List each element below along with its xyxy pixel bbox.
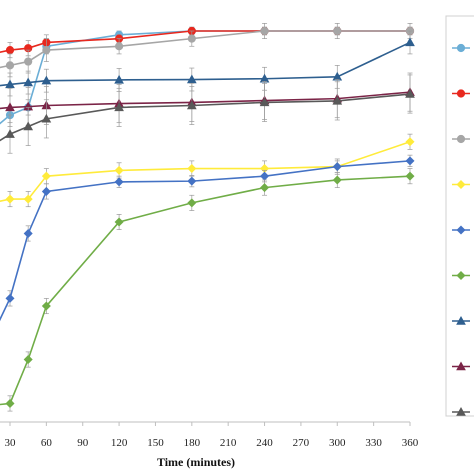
series-3 [0, 23, 415, 78]
legend-swatch-marker [456, 43, 466, 53]
data-point [260, 26, 269, 36]
data-point [114, 42, 124, 51]
legend-swatch-marker [456, 134, 466, 144]
data-point [260, 171, 270, 181]
data-point [187, 34, 196, 43]
x-tick-label: 240 [256, 437, 273, 449]
x-tick-label: 90 [77, 437, 89, 449]
data-point [23, 228, 33, 238]
data-point [405, 89, 415, 98]
data-point [41, 186, 51, 196]
data-point [42, 46, 51, 55]
data-point [41, 301, 51, 311]
data-point [405, 171, 415, 181]
data-point [260, 183, 270, 193]
legend-swatch-marker [456, 225, 466, 235]
series-9 [0, 74, 415, 154]
x-tick-label: 300 [329, 437, 346, 449]
legend-box [445, 15, 474, 417]
x-tick-labels: 30 60 90 120 150 180 210 240 270 300 330 360 [5, 422, 419, 449]
data-point [332, 162, 342, 172]
data-point [187, 176, 197, 186]
legend-swatch-marker [456, 315, 466, 325]
series-4 [0, 133, 415, 208]
legend [445, 15, 474, 417]
data-point [259, 97, 270, 107]
x-tick-label: 360 [402, 437, 419, 449]
x-tick-label: 210 [220, 437, 237, 449]
legend-swatch-marker [456, 179, 466, 190]
data-point [41, 171, 51, 181]
series-line [0, 160, 411, 322]
data-point [332, 175, 342, 185]
data-point [23, 121, 34, 131]
data-point [114, 165, 124, 175]
series-1 [0, 26, 415, 125]
legend-swatch-marker [456, 270, 466, 281]
series-line [0, 141, 411, 202]
data-point [5, 194, 15, 204]
series-line [0, 93, 411, 142]
series-line [0, 175, 411, 406]
x-tick-label: 180 [184, 437, 201, 449]
x-axis-title: Time (minutes) [157, 455, 235, 469]
series-2 [0, 26, 415, 59]
data-point [5, 79, 15, 89]
series-8 [0, 72, 415, 127]
x-tick-label: 150 [147, 437, 164, 449]
x-tick-label: 60 [41, 437, 53, 449]
data-point [332, 95, 343, 105]
legend-swatch-marker [456, 406, 466, 416]
series-7 [0, 30, 415, 97]
data-point [333, 26, 342, 36]
data-point [5, 293, 15, 303]
data-point [114, 177, 124, 187]
data-point [5, 398, 15, 408]
x-tick-label: 30 [5, 437, 17, 449]
data-point [5, 102, 15, 112]
data-point [41, 113, 52, 123]
series-line [0, 30, 410, 69]
legend-swatch-marker [456, 89, 466, 98]
plot-area [0, 23, 415, 412]
data-point [5, 129, 15, 138]
data-point [114, 102, 124, 112]
data-point [186, 74, 197, 84]
data-point [405, 156, 415, 166]
data-point [23, 194, 33, 204]
data-point [41, 75, 52, 85]
data-point [405, 37, 415, 47]
series-line [0, 30, 410, 125]
data-point [23, 77, 34, 87]
series-line [0, 41, 411, 87]
legend-swatch-marker [456, 361, 466, 371]
data-point [5, 61, 15, 70]
data-point [23, 355, 33, 365]
data-point [24, 57, 33, 66]
x-tick-label: 120 [111, 437, 128, 449]
x-tick-label: 330 [365, 437, 382, 449]
x-tick-label: 270 [293, 437, 310, 449]
data-point [187, 198, 197, 208]
data-point [114, 217, 124, 227]
data-point [114, 74, 124, 84]
series-6 [0, 168, 415, 412]
data-point [186, 100, 197, 110]
data-point [5, 46, 15, 55]
data-point [187, 164, 197, 174]
data-point [405, 137, 415, 147]
series-5 [0, 154, 415, 322]
series-line [0, 91, 411, 110]
